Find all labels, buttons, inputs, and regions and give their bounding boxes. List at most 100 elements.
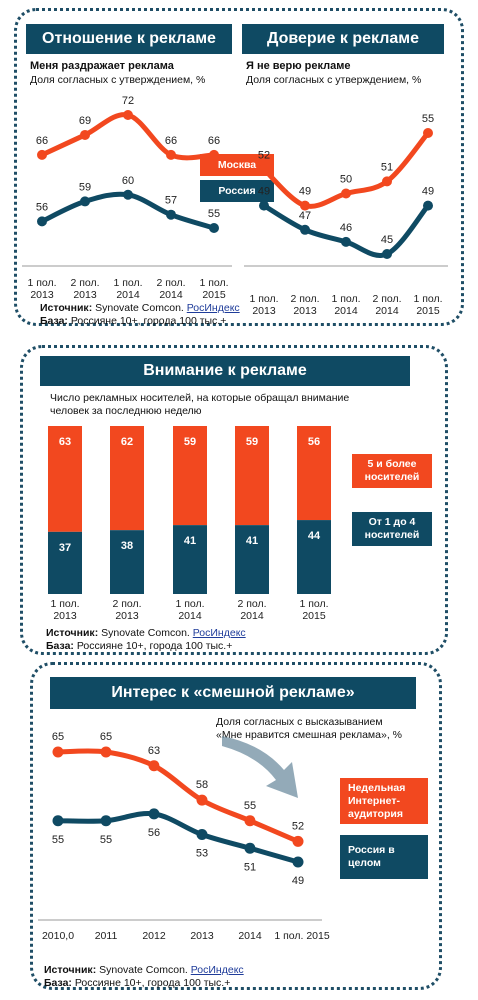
data-point <box>259 200 269 211</box>
x-tick-label: 1 пол. <box>199 277 228 289</box>
data-point <box>123 110 133 120</box>
base-text: Россияне 10+, города 100 тыс.+ <box>74 977 231 989</box>
data-point <box>292 856 304 868</box>
source-link[interactable]: РосИндекс <box>192 627 246 639</box>
data-point <box>382 249 392 259</box>
bar-value-label: 63 <box>59 436 71 448</box>
x-tick-label: 2013 <box>293 305 317 317</box>
base-label: База: <box>46 640 74 652</box>
x-tick-label: 2015 <box>202 289 226 301</box>
bar-segment-1-to-4 <box>235 525 269 594</box>
data-point <box>37 216 47 227</box>
data-label: 53 <box>196 848 208 860</box>
attitude-source: Источник: Synovate Comcon. РосИндекс Баз… <box>40 302 240 328</box>
attention-note-line1: Число рекламных носителей, на которые об… <box>50 392 350 404</box>
data-label: 56 <box>36 201 48 213</box>
x-tick-label: 2 пол. <box>290 293 319 305</box>
data-point <box>292 835 304 847</box>
x-tick-label: 2 пол. <box>112 598 141 610</box>
data-point <box>148 760 160 772</box>
x-tick-label: 2014 <box>178 610 202 622</box>
base-label: База: <box>40 315 68 327</box>
data-label: 63 <box>148 745 160 757</box>
x-tick-label: 2 пол. <box>372 293 401 305</box>
data-label: 72 <box>122 95 134 107</box>
data-label: 52 <box>258 149 270 161</box>
legend-5-plus: 5 и более носителей <box>352 454 432 488</box>
data-point <box>123 189 133 200</box>
data-label: 65 <box>100 731 112 743</box>
humor-source: Источник: Synovate Comcon. РосИндекс Баз… <box>44 964 244 990</box>
data-label: 51 <box>244 861 256 873</box>
attention-panel-frame <box>20 345 448 655</box>
source-label: Источник: <box>46 627 99 639</box>
data-point <box>300 200 310 211</box>
data-point <box>209 149 219 160</box>
data-label: 50 <box>340 174 352 186</box>
data-label: 49 <box>422 186 434 198</box>
data-label: 55 <box>422 113 434 125</box>
bar-segment-5-plus <box>110 426 144 531</box>
data-label: 46 <box>340 222 352 234</box>
x-tick-label: 2013 <box>73 289 97 301</box>
data-label: 49 <box>258 186 270 198</box>
data-label: 51 <box>381 161 393 173</box>
source-label: Источник: <box>40 302 93 314</box>
x-tick-label: 2015 <box>416 305 440 317</box>
x-tick-label: 2013 <box>252 305 276 317</box>
bar-segment-1-to-4 <box>110 530 144 594</box>
data-point <box>341 188 351 199</box>
bar-segment-1-to-4 <box>173 525 207 594</box>
x-tick-label: 2010,0 <box>42 930 74 942</box>
trend-arrow-icon <box>222 736 298 798</box>
x-tick-label: 2014 <box>159 289 183 301</box>
x-tick-label: 1 пол. <box>331 293 360 305</box>
data-point <box>148 808 160 820</box>
data-point <box>341 236 351 247</box>
bar-value-label: 59 <box>184 436 196 448</box>
data-label: 55 <box>244 800 256 812</box>
data-label: 47 <box>299 210 311 222</box>
bar-value-label: 62 <box>121 436 133 448</box>
attitude-subtitle: Меня раздражает реклама <box>30 60 174 72</box>
bar-value-label: 41 <box>184 535 196 547</box>
x-tick-label: 1 пол. <box>249 293 278 305</box>
humor-note-line2: «Мне нравится смешная реклама», % <box>216 729 403 741</box>
data-label: 49 <box>299 186 311 198</box>
source-text: Synovate Comcon. <box>95 302 184 314</box>
data-point <box>423 128 433 138</box>
data-point <box>52 815 64 827</box>
attention-note-line2: человек за последнюю неделю <box>50 405 202 417</box>
x-tick-label: 2014 <box>334 305 358 317</box>
data-label: 66 <box>208 135 220 147</box>
data-label: 55 <box>52 834 64 846</box>
source-link[interactable]: РосИндекс <box>186 302 240 314</box>
legend-moscow: Москва <box>200 154 274 176</box>
data-label: 66 <box>165 135 177 147</box>
x-tick-label: 2015 <box>302 610 326 622</box>
x-tick-label: 2014 <box>375 305 399 317</box>
x-tick-label: 2 пол. <box>237 598 266 610</box>
data-point <box>166 149 176 160</box>
x-tick-label: 1 пол. <box>50 598 79 610</box>
data-point <box>52 746 64 758</box>
data-point <box>244 842 256 854</box>
source-link[interactable]: РосИндекс <box>190 964 244 976</box>
x-tick-label: 2013 <box>30 289 54 301</box>
data-point <box>196 829 208 840</box>
top-panel-frame <box>14 8 464 326</box>
x-tick-label: 1 пол. <box>299 598 328 610</box>
bar-value-label: 56 <box>308 436 320 448</box>
data-label: 49 <box>292 875 304 887</box>
attention-source: Источник: Synovate Comcon. РосИндекс Баз… <box>46 627 246 653</box>
x-tick-label: 2013 <box>190 930 214 942</box>
legend-russia-total: Россия в целом <box>340 835 428 879</box>
x-tick-label: 2011 <box>95 930 118 942</box>
data-label: 56 <box>148 827 160 839</box>
bar-segment-5-plus <box>48 426 82 532</box>
x-tick-label: 2014 <box>240 610 264 622</box>
source-text: Synovate Comcon. <box>99 964 188 976</box>
x-tick-label: 2 пол. <box>70 277 99 289</box>
